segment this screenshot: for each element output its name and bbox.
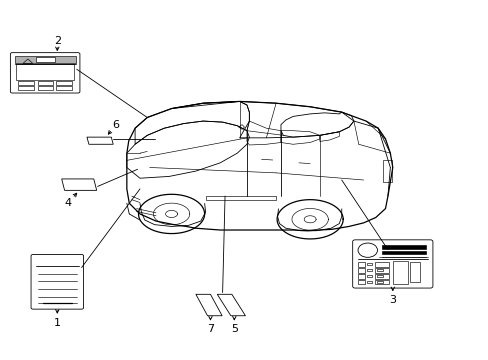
Bar xyxy=(377,281,383,283)
Bar xyxy=(18,86,34,90)
Bar xyxy=(357,274,364,279)
Bar xyxy=(382,160,391,182)
Bar xyxy=(56,86,72,90)
Polygon shape xyxy=(61,179,97,190)
Bar xyxy=(16,64,74,80)
Bar xyxy=(374,274,388,279)
FancyBboxPatch shape xyxy=(10,53,80,93)
Bar xyxy=(36,57,55,62)
Bar xyxy=(357,262,364,266)
Bar xyxy=(357,280,364,284)
Bar xyxy=(56,81,72,85)
Bar xyxy=(366,263,371,265)
Bar xyxy=(377,269,383,271)
Bar xyxy=(366,269,371,271)
Text: 4: 4 xyxy=(65,198,72,208)
Bar xyxy=(382,245,425,249)
Polygon shape xyxy=(196,294,222,316)
Bar xyxy=(366,281,371,283)
Text: 6: 6 xyxy=(112,120,119,130)
Bar xyxy=(392,261,407,284)
Bar xyxy=(15,56,75,63)
Bar xyxy=(38,81,53,85)
FancyBboxPatch shape xyxy=(352,240,432,288)
Text: 2: 2 xyxy=(54,36,61,46)
Polygon shape xyxy=(217,294,245,316)
Bar xyxy=(357,267,364,273)
FancyBboxPatch shape xyxy=(31,255,83,309)
Bar xyxy=(374,280,388,284)
Text: 1: 1 xyxy=(54,318,61,328)
Bar xyxy=(18,81,34,85)
Bar xyxy=(382,251,425,255)
Bar xyxy=(38,86,53,90)
Bar xyxy=(374,262,388,266)
Bar xyxy=(374,267,388,273)
Text: 5: 5 xyxy=(230,324,237,334)
Text: 7: 7 xyxy=(206,324,214,334)
Text: 3: 3 xyxy=(388,295,395,305)
Bar xyxy=(409,262,419,282)
Bar xyxy=(377,275,383,278)
Bar xyxy=(366,275,371,278)
Polygon shape xyxy=(87,137,113,144)
